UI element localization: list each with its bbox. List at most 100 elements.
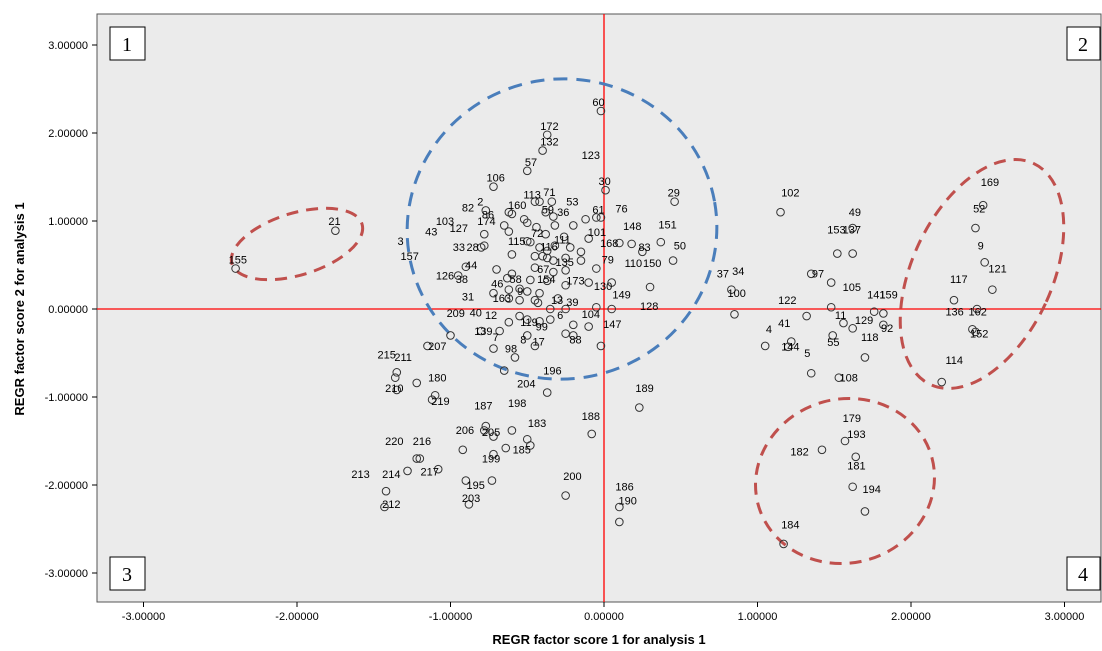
data-point [526,237,535,247]
plot-area [96,13,1102,603]
data-point-label: 207 [428,341,446,353]
data-point [840,436,850,446]
data-point-label: 213 [351,469,369,481]
data-point [645,282,655,292]
data-point-label: 163 [493,293,511,305]
data-point-label: 181 [847,460,865,472]
data-point [489,432,498,441]
data-point-label: 199 [482,453,500,465]
quadrant-box-2: 2 [1066,26,1101,61]
data-point [381,486,391,496]
data-point [461,476,471,485]
data-point [541,207,550,217]
data-point [635,403,644,412]
data-point [542,276,552,286]
data-point-label: 186 [615,482,633,494]
data-point [607,278,616,287]
data-point-label: 159 [879,290,897,302]
outlier-cluster-ellipse-right [898,158,1066,390]
data-point [530,197,540,206]
data-point-label: 105 [843,282,861,294]
data-point-label: 194 [863,484,881,496]
y-tick-label: 0.00000 [48,304,88,316]
data-point [430,390,440,400]
data-point [561,304,570,314]
data-point [502,273,512,283]
data-point-label: 122 [778,295,796,307]
data-point [971,327,980,337]
data-point-label: 2 [477,196,483,208]
data-point [522,166,532,176]
data-point [730,309,739,319]
data-point-label: 110 [625,258,643,270]
data-point-label: 136 [945,306,963,318]
data-point [988,285,997,294]
data-point [522,287,532,296]
data-point [826,278,836,287]
x-tick-label: -1.00000 [429,611,472,623]
data-point [834,373,844,382]
x-axis-title: REGR factor score 1 for analysis 1 [492,632,705,647]
data-point-label: 3 [397,236,403,248]
data-point [331,226,340,235]
data-point-label: 31 [462,291,474,303]
data-point-label: 50 [674,240,686,252]
data-point-label: 205 [482,427,500,439]
quadrant-label-2: 2 [1078,34,1088,56]
data-point-label: 196 [543,365,561,377]
data-point [627,239,636,249]
x-tick-label: 0.00000 [584,611,624,623]
data-point-label: 182 [790,446,808,458]
data-point [538,251,547,261]
data-point [860,507,870,516]
data-point [504,317,514,327]
data-point [971,223,980,233]
data-point-label: 111 [554,234,571,246]
data-point-label: 28 [467,242,479,254]
data-point-label: 183 [528,418,546,430]
data-point [596,341,606,351]
data-point [879,309,888,318]
data-point [412,454,422,463]
data-point [848,249,857,258]
data-point [504,227,514,236]
data-point [937,377,947,387]
data-point-label: 7 [493,332,499,344]
data-point-label: 211 [394,352,412,364]
data-point [565,243,575,252]
data-point-label: 121 [988,263,1006,275]
data-point [549,256,558,265]
data-point [479,241,489,250]
data-point [522,331,532,340]
data-point [492,265,501,274]
data-point-label: 98 [505,343,517,355]
data-point [504,207,514,217]
data-point [848,223,857,233]
data-point-label: 39 [566,297,578,309]
data-point [481,206,491,215]
data-point-label: 117 [950,274,968,286]
data-point-label: 108 [840,372,858,384]
y-axis-title: REGR factor score 2 for analysis 1 [12,202,27,415]
data-point [848,324,857,333]
data-point [526,275,535,285]
data-point [545,315,555,324]
data-point-label: 36 [557,207,569,219]
data-point [547,197,557,206]
data-point-label: 46 [491,278,503,290]
data-point-label: 119 [520,317,538,329]
data-point-label: 189 [635,383,653,395]
data-point [507,269,517,279]
data-point [542,130,552,140]
data-point [433,464,443,474]
data-point [561,265,570,275]
data-point-label: 9 [517,286,523,298]
data-point-label: 200 [563,471,581,483]
data-point [561,280,570,290]
data-point [596,213,606,222]
data-point [806,269,816,279]
x-tick-label: -2.00000 [275,611,318,623]
data-point [576,247,586,257]
